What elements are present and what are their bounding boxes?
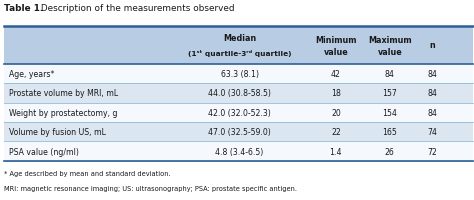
Text: Description of the measurements observed: Description of the measurements observed [38, 4, 235, 13]
Text: PSA value (ng/ml): PSA value (ng/ml) [9, 147, 79, 156]
Text: Weight by prostatectomy, g: Weight by prostatectomy, g [9, 108, 118, 117]
Text: 42.0 (32.0-52.3): 42.0 (32.0-52.3) [208, 108, 271, 117]
Text: 74: 74 [427, 128, 437, 137]
Text: Minimum: Minimum [315, 36, 356, 45]
Text: Age, years*: Age, years* [9, 70, 55, 79]
Text: 84: 84 [427, 89, 437, 98]
Text: 72: 72 [427, 147, 437, 156]
Text: value: value [377, 47, 402, 56]
Text: 157: 157 [383, 89, 397, 98]
Bar [4, 103, 473, 122]
Text: 154: 154 [383, 108, 397, 117]
Text: MRI: magnetic resonance imaging; US: ultrasonography; PSA: prostate specific ant: MRI: magnetic resonance imaging; US: ult… [4, 185, 297, 191]
Text: Maximum: Maximum [368, 36, 411, 45]
Text: 20: 20 [331, 108, 341, 117]
Text: 84: 84 [385, 70, 395, 79]
Text: 42: 42 [331, 70, 341, 79]
Text: value: value [323, 47, 348, 56]
Text: * Age described by mean and standard deviation.: * Age described by mean and standard dev… [4, 170, 171, 176]
Text: 47.0 (32.5-59.0): 47.0 (32.5-59.0) [208, 128, 271, 137]
Text: 1.4: 1.4 [329, 147, 342, 156]
Text: 165: 165 [383, 128, 397, 137]
Text: Median: Median [223, 34, 256, 43]
Bar [4, 65, 473, 84]
Text: 63.3 (8.1): 63.3 (8.1) [220, 70, 259, 79]
Text: 18: 18 [331, 89, 341, 98]
Text: Prostate volume by MRI, mL: Prostate volume by MRI, mL [9, 89, 119, 98]
Text: Volume by fusion US, mL: Volume by fusion US, mL [9, 128, 106, 137]
Bar [4, 84, 473, 103]
Text: (1ˢᵗ quartile-3ʳᵈ quartile): (1ˢᵗ quartile-3ʳᵈ quartile) [188, 50, 292, 57]
Text: 26: 26 [385, 147, 395, 156]
Bar [4, 27, 473, 65]
Text: 84: 84 [427, 108, 437, 117]
Text: 4.8 (3.4-6.5): 4.8 (3.4-6.5) [216, 147, 264, 156]
Text: 22: 22 [331, 128, 341, 137]
Bar [4, 122, 473, 142]
Text: Table 1.: Table 1. [4, 4, 43, 13]
Text: 84: 84 [427, 70, 437, 79]
Text: n: n [429, 41, 435, 50]
Bar [4, 142, 473, 161]
Text: 44.0 (30.8-58.5): 44.0 (30.8-58.5) [208, 89, 271, 98]
